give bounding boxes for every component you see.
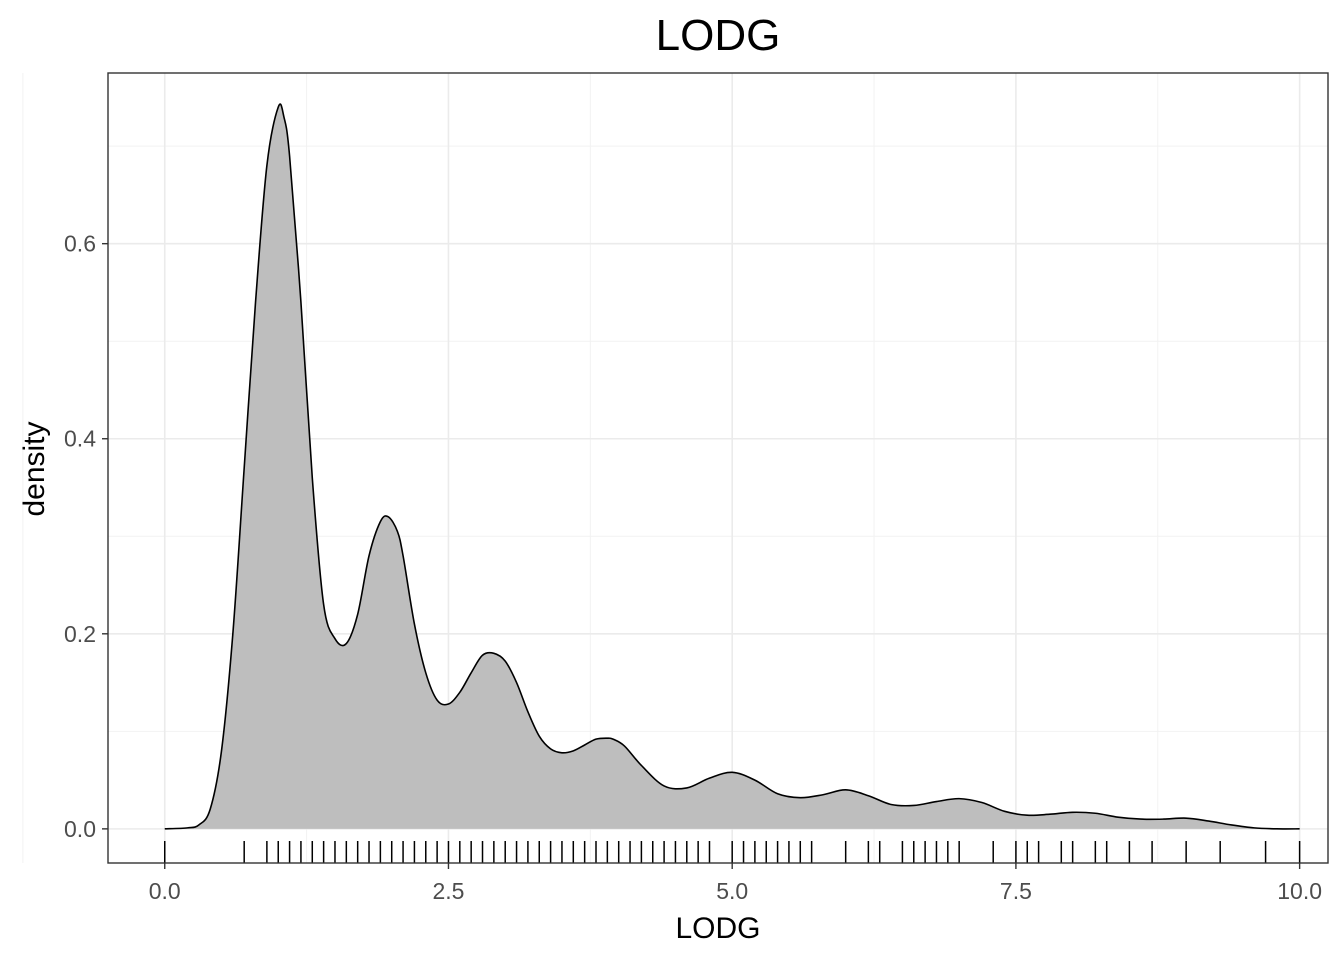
x-tick-label: 10.0 <box>1277 878 1322 904</box>
y-tick-label: 0.4 <box>64 426 96 452</box>
x-tick-label: 0.0 <box>149 878 181 904</box>
y-tick-label: 0.0 <box>64 816 96 842</box>
y-axis-title: density <box>18 421 51 516</box>
panel-border <box>107 72 1329 864</box>
x-axis-title: LODG <box>675 912 760 945</box>
density-curve <box>164 103 1300 830</box>
x-tick-label: 2.5 <box>432 878 464 904</box>
chart-title: LODG <box>656 11 781 60</box>
density-area <box>164 104 1300 829</box>
y-tick-label: 0.6 <box>64 231 96 257</box>
y-tick-label: 0.2 <box>64 621 96 647</box>
x-tick-label: 5.0 <box>716 878 748 904</box>
plot-area: 0.0 2.5 5.0 7.5 10.0 0.0 0.2 0.4 0.6 <box>22 72 1329 904</box>
x-tick-label: 7.5 <box>1000 878 1032 904</box>
